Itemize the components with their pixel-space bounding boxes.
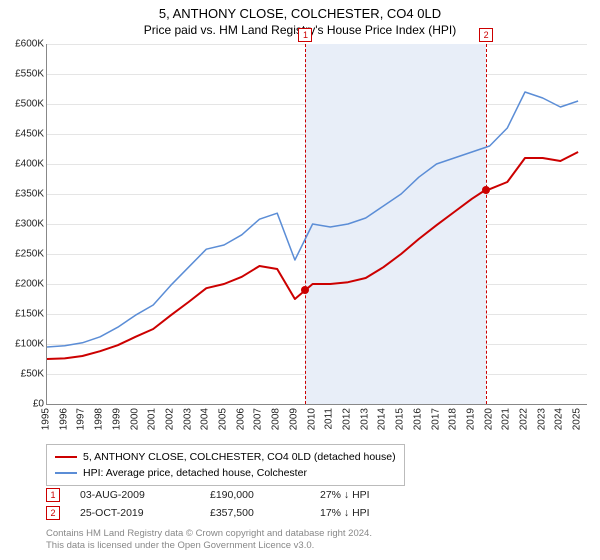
sales-date-2: 25-OCT-2019 bbox=[80, 507, 190, 519]
legend-label-2: HPI: Average price, detached house, Colc… bbox=[83, 467, 307, 479]
sales-price-2: £357,500 bbox=[210, 507, 300, 519]
series-lines bbox=[47, 44, 587, 404]
attribution-line1: Contains HM Land Registry data © Crown c… bbox=[46, 528, 372, 540]
legend-swatch-2 bbox=[55, 472, 77, 474]
sales-row-2: 2 25-OCT-2019 £357,500 17% ↓ HPI bbox=[46, 504, 420, 522]
legend: 5, ANTHONY CLOSE, COLCHESTER, CO4 0LD (d… bbox=[46, 444, 405, 486]
legend-item-series1: 5, ANTHONY CLOSE, COLCHESTER, CO4 0LD (d… bbox=[55, 449, 396, 465]
sales-date-1: 03-AUG-2009 bbox=[80, 489, 190, 501]
attribution-line2: This data is licensed under the Open Gov… bbox=[46, 540, 372, 552]
sales-diff-1: 27% ↓ HPI bbox=[320, 489, 420, 501]
sales-marker-2: 2 bbox=[46, 506, 60, 520]
sales-price-1: £190,000 bbox=[210, 489, 300, 501]
plot-area: 12 bbox=[46, 44, 587, 405]
chart-title-address: 5, ANTHONY CLOSE, COLCHESTER, CO4 0LD bbox=[0, 6, 600, 21]
sales-row-1: 1 03-AUG-2009 £190,000 27% ↓ HPI bbox=[46, 486, 420, 504]
sales-table: 1 03-AUG-2009 £190,000 27% ↓ HPI 2 25-OC… bbox=[46, 486, 420, 522]
chart-container: 5, ANTHONY CLOSE, COLCHESTER, CO4 0LD Pr… bbox=[0, 0, 600, 560]
sales-diff-2: 17% ↓ HPI bbox=[320, 507, 420, 519]
legend-swatch-1 bbox=[55, 456, 77, 458]
legend-label-1: 5, ANTHONY CLOSE, COLCHESTER, CO4 0LD (d… bbox=[83, 451, 396, 463]
sales-marker-1: 1 bbox=[46, 488, 60, 502]
attribution: Contains HM Land Registry data © Crown c… bbox=[46, 528, 372, 552]
legend-item-series2: HPI: Average price, detached house, Colc… bbox=[55, 465, 396, 481]
